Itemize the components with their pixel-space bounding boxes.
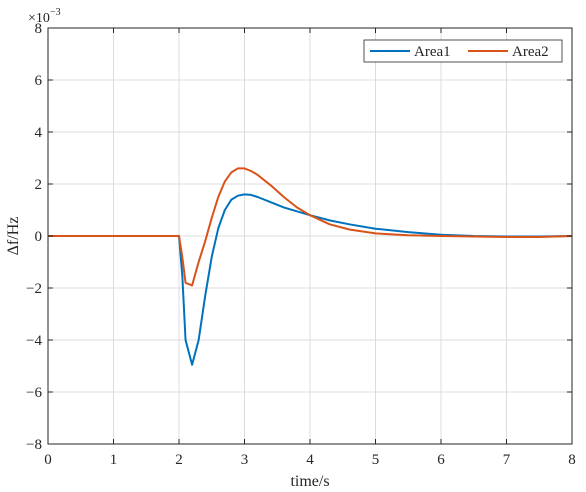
y-tick-label: 0 — [35, 229, 43, 245]
y-axis-label: Δf/Hz — [5, 217, 22, 256]
x-tick-label: 4 — [306, 452, 314, 468]
x-tick-label: 8 — [568, 452, 576, 468]
legend: Area1 Area2 — [363, 39, 563, 63]
x-tick-label: 2 — [175, 452, 183, 468]
y-axis-multiplier: ×10 −3 — [28, 7, 61, 26]
x-tick-label: 5 — [372, 452, 380, 468]
legend-label-area1: Area1 — [414, 44, 451, 60]
y-tick-label: 2 — [35, 177, 43, 193]
y-tick-label: −4 — [26, 333, 42, 349]
x-tick-label: 1 — [110, 452, 118, 468]
x-tick-label: 3 — [241, 452, 249, 468]
axes-ticks: 0 1 2 3 4 5 6 7 8 −8 −6 −4 −2 0 2 4 6 8 — [26, 21, 576, 468]
x-tick-label: 0 — [44, 452, 52, 468]
legend-box — [363, 39, 563, 63]
legend-label-area2: Area2 — [512, 44, 549, 60]
y-tick-label: 6 — [35, 73, 43, 89]
series-line-area1 — [48, 193, 573, 366]
series-line-area2 — [48, 167, 573, 287]
x-axis-label: time/s — [290, 473, 329, 490]
y-tick-label: −2 — [26, 281, 42, 297]
series-lines — [48, 167, 573, 366]
y-tick-label: 8 — [35, 21, 43, 37]
y-tick-label: −8 — [26, 437, 42, 453]
multiplier-exponent: −3 — [50, 7, 61, 18]
multiplier-base: ×10 — [28, 11, 50, 26]
x-tick-label: 7 — [503, 452, 511, 468]
x-tick-label: 6 — [437, 452, 445, 468]
y-tick-label: 4 — [35, 125, 43, 141]
y-tick-label: −6 — [26, 385, 42, 401]
